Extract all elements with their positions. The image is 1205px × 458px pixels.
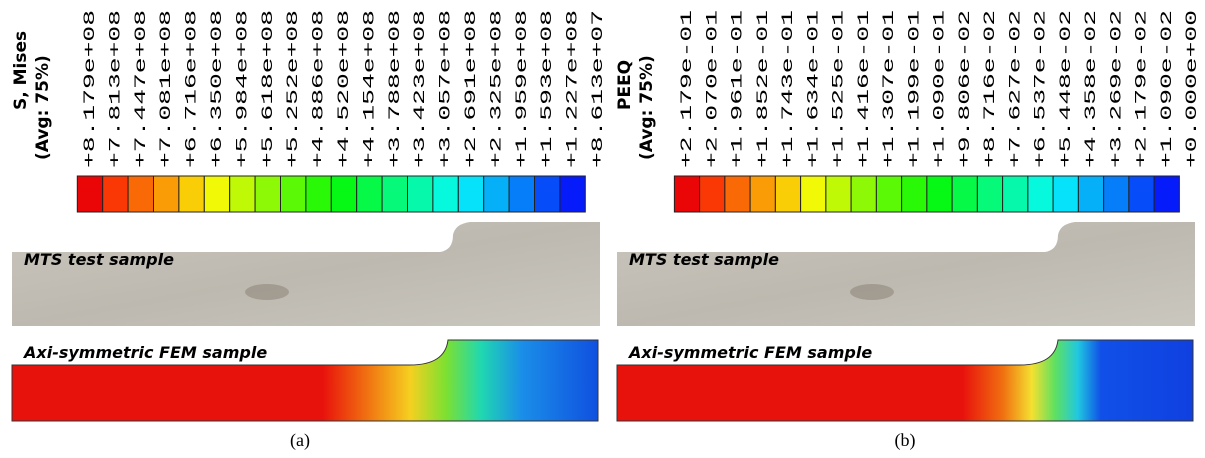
color-cell [560,176,585,212]
legend-label: +5.618e+08 [259,10,277,168]
color-cell [255,176,280,212]
photo-spot [245,284,289,300]
color-cell [433,176,458,212]
fem-label: Axi-symmetric FEM sample [22,343,267,362]
legend-title: PEEQ [615,60,635,110]
color-cell [179,176,204,212]
color-cell [204,176,229,212]
legend-label: +2.179e-02 [1133,10,1151,168]
color-cell [1129,176,1154,212]
fem-label: Axi-symmetric FEM sample [627,343,872,362]
color-cell [1053,176,1078,212]
legend-title: S, Mises [11,31,31,110]
legend-label: +4.358e-02 [1082,10,1100,168]
legend-label: +2.325e+08 [487,10,505,168]
legend-label: +6.716e+08 [183,10,201,168]
legend-label: +1.307e-01 [880,10,898,168]
legend-label: +1.743e-01 [779,10,797,168]
photo-label: MTS test sample [24,250,174,269]
figure: S, Mises(Avg: 75%)+8.179e+08+7.813e+08+7… [0,0,1205,458]
color-cell [357,176,382,212]
color-cell [775,176,800,212]
color-cell [1003,176,1028,212]
legend-label: +1.525e-01 [830,10,848,168]
legend-label: +4.886e+08 [310,10,328,168]
legend-label: +1.593e+08 [538,10,556,168]
legend-label: +1.961e-01 [729,10,747,168]
legend-label: +6.350e+08 [208,10,226,168]
color-cell [851,176,876,212]
legend-label: +4.154e+08 [360,10,378,168]
legend-label: +0.000e+00 [1183,10,1201,168]
legend-subtitle: (Avg: 75%) [33,55,53,160]
legend-label: +5.252e+08 [284,10,302,168]
legend-label: +9.806e-02 [956,10,974,168]
legend-label: +1.090e-01 [931,10,949,168]
color-cell [927,176,952,212]
color-cell [408,176,433,212]
photo-label: MTS test sample [629,250,779,269]
color-cell [700,176,725,212]
legend-label: +3.057e+08 [437,10,455,168]
color-cell [801,176,826,212]
legend-label: +3.423e+08 [411,10,429,168]
color-cell [128,176,153,212]
color-cell [1078,176,1103,212]
legend-label: +3.269e-02 [1107,10,1125,168]
legend-label: +8.716e-02 [981,10,999,168]
color-cell [674,176,699,212]
color-cell [1154,176,1179,212]
color-cell [306,176,331,212]
caption: (b) [895,430,916,451]
color-cell [977,176,1002,212]
legend-label: +8.613e+07 [589,10,607,168]
legend-label: +1.959e+08 [513,10,531,168]
photo-sample [617,222,1195,326]
color-cell [725,176,750,212]
color-cell [230,176,255,212]
color-cell [458,176,483,212]
legend-label: +1.634e-01 [804,10,822,168]
legend-label: +7.447e+08 [132,10,150,168]
legend-label: +5.984e+08 [233,10,251,168]
color-cell [952,176,977,212]
color-cell [281,176,306,212]
legend-label: +7.627e-02 [1006,10,1024,168]
legend-label: +1.227e+08 [564,10,582,168]
legend-label: +7.813e+08 [106,10,124,168]
color-cell [331,176,356,212]
photo-sample [12,222,600,326]
legend-label: +7.081e+08 [157,10,175,168]
legend-label: +3.788e+08 [386,10,404,168]
legend-label: +4.520e+08 [335,10,353,168]
color-cell [1104,176,1129,212]
legend-label: +2.070e-01 [703,10,721,168]
color-cell [509,176,534,212]
color-cell [103,176,128,212]
color-cell [826,176,851,212]
legend-label: +6.537e-02 [1032,10,1050,168]
photo-spot [850,284,894,300]
color-cell [77,176,102,212]
color-cell [1028,176,1053,212]
legend-label: +2.179e-01 [678,10,696,168]
color-cell [902,176,927,212]
legend-label: +8.179e+08 [81,10,99,168]
color-cell [750,176,775,212]
color-cell [154,176,179,212]
color-cell [876,176,901,212]
color-cell [382,176,407,212]
color-cell [484,176,509,212]
caption: (a) [290,430,310,451]
color-cell [535,176,560,212]
legend-label: +2.691e+08 [462,10,480,168]
legend-label: +1.852e-01 [754,10,772,168]
legend-label: +5.448e-02 [1057,10,1075,168]
legend-label: +1.199e-01 [905,10,923,168]
legend-subtitle: (Avg: 75%) [637,55,657,160]
legend-label: +1.090e-02 [1158,10,1176,168]
legend-label: +1.416e-01 [855,10,873,168]
